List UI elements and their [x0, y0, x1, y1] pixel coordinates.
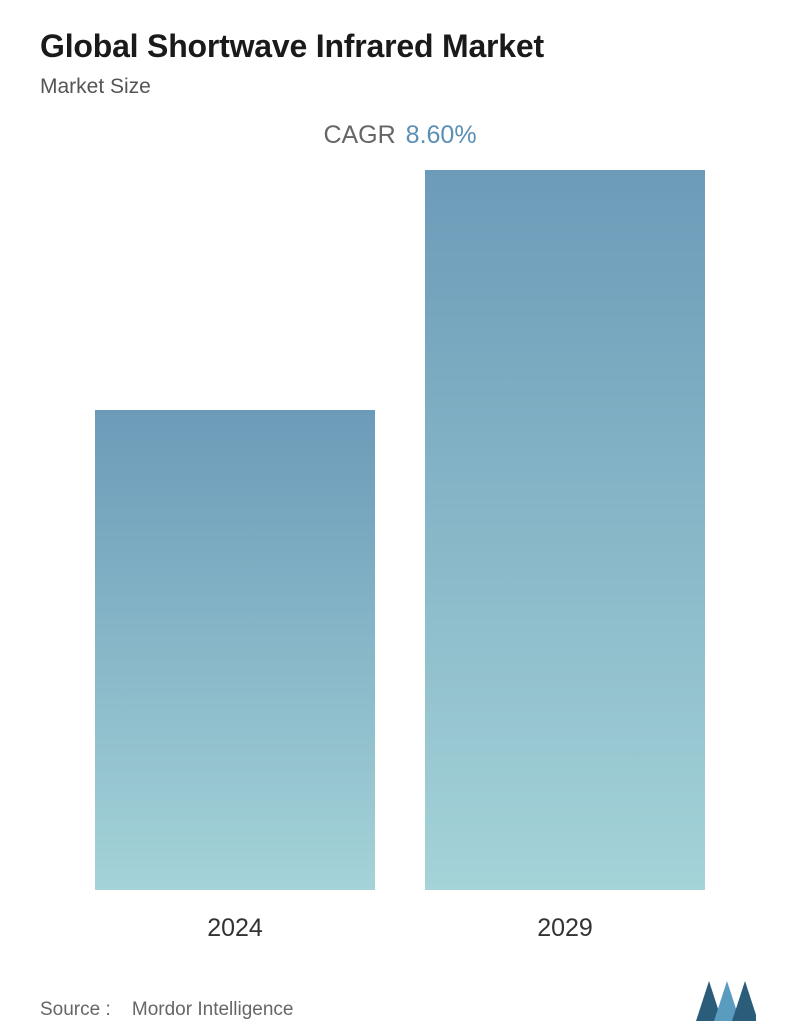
cagr-label: CAGR: [323, 121, 395, 149]
logo-icon: [696, 979, 756, 1021]
x-axis-labels: 2024 2029: [40, 900, 760, 943]
chart-plot-area: [40, 170, 760, 900]
bar-group-0: [95, 410, 375, 890]
source-text: Source : Mordor Intelligence: [40, 999, 293, 1021]
bar-1: [425, 170, 705, 890]
source-label: Source :: [40, 999, 111, 1020]
bar-group-1: [425, 170, 705, 890]
bar-0: [95, 410, 375, 890]
x-label-1: 2029: [425, 914, 705, 943]
chart-title: Global Shortwave Infrared Market: [40, 28, 760, 65]
brand-logo: [696, 979, 756, 1021]
chart-subtitle: Market Size: [40, 75, 760, 99]
chart-container: Global Shortwave Infrared Market Market …: [0, 0, 796, 1034]
cagr-value: 8.60%: [406, 121, 477, 149]
cagr-row: CAGR 8.60%: [40, 121, 760, 150]
x-label-0: 2024: [95, 914, 375, 943]
source-name: Mordor Intelligence: [132, 999, 294, 1020]
footer-row: Source : Mordor Intelligence: [40, 979, 760, 1021]
